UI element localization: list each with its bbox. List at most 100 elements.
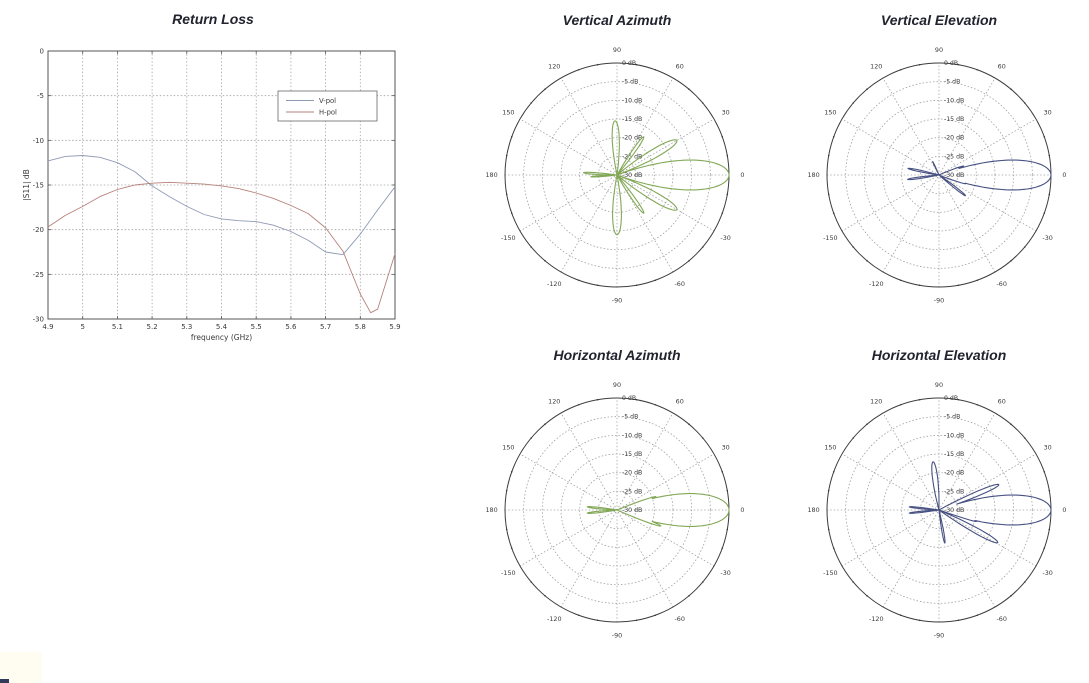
svg-text:-25 dB: -25 dB — [944, 488, 964, 495]
svg-text:-120: -120 — [869, 615, 884, 623]
svg-text:-120: -120 — [547, 615, 562, 623]
svg-text:0: 0 — [740, 506, 744, 514]
svg-text:-10 dB: -10 dB — [622, 97, 642, 104]
svg-text:30: 30 — [1044, 443, 1052, 451]
svg-text:120: 120 — [548, 63, 560, 71]
svg-text:180: 180 — [807, 506, 819, 514]
svg-text:-60: -60 — [996, 280, 1006, 288]
svg-text:-5 dB: -5 dB — [944, 414, 960, 421]
svg-text:-15 dB: -15 dB — [622, 116, 642, 123]
vertical-elevation-chart: Vertical Elevation 0 30 60 90 120 150 180 -150 -… — [794, 6, 1084, 336]
return-loss-plot: 4.9 5 5.1 5.2 5.3 5.4 5.5 5.6 5.7 5.8 5.9 0 -5 -10 -15… — [22, 48, 401, 343]
svg-text:|S11| dB: |S11| dB — [22, 169, 31, 201]
svg-text:-30: -30 — [720, 234, 730, 242]
svg-text:-90: -90 — [934, 297, 944, 305]
vertical-elevation-title: Vertical Elevation — [880, 12, 998, 28]
svg-text:0 dB: 0 dB — [944, 395, 958, 402]
svg-text:60: 60 — [998, 398, 1006, 406]
svg-text:0: 0 — [40, 48, 44, 56]
svg-text:frequency (GHz): frequency (GHz) — [191, 333, 252, 342]
svg-text:90: 90 — [613, 381, 621, 389]
vertical-azimuth-plot: 0 30 60 90 120 150 180 -150 -120 -90 -60 -30 0 dB -5 … — [485, 46, 744, 305]
svg-text:-25 dB: -25 dB — [622, 488, 642, 495]
svg-text:-90: -90 — [612, 297, 622, 305]
svg-text:30: 30 — [722, 108, 730, 116]
svg-text:150: 150 — [824, 443, 836, 451]
svg-text:0 dB: 0 dB — [622, 60, 636, 67]
svg-text:60: 60 — [998, 63, 1006, 71]
svg-text:-60: -60 — [674, 615, 684, 623]
svg-text:0: 0 — [1062, 171, 1066, 179]
vertical-azimuth-chart: Vertical Azimuth 0 30 60 90 120 150 180 -150 -12… — [472, 6, 762, 336]
corner-artifact — [0, 652, 42, 683]
svg-text:-10 dB: -10 dB — [622, 432, 642, 439]
svg-text:5.2: 5.2 — [147, 323, 158, 331]
svg-text:-5 dB: -5 dB — [944, 79, 960, 86]
svg-text:180: 180 — [807, 171, 819, 179]
svg-text:-30: -30 — [1042, 234, 1052, 242]
svg-text:5.6: 5.6 — [285, 323, 297, 331]
svg-text:5.1: 5.1 — [112, 323, 123, 331]
svg-text:60: 60 — [676, 63, 684, 71]
svg-text:-150: -150 — [501, 234, 516, 242]
svg-text:0 dB: 0 dB — [944, 60, 958, 67]
svg-text:-60: -60 — [996, 615, 1006, 623]
svg-text:180: 180 — [485, 506, 497, 514]
svg-text:90: 90 — [613, 46, 621, 54]
svg-text:-25: -25 — [33, 271, 44, 279]
horizontal-elevation-title: Horizontal Elevation — [871, 347, 1007, 363]
svg-text:-20: -20 — [33, 226, 44, 234]
svg-text:H-pol: H-pol — [319, 109, 337, 117]
svg-text:-30: -30 — [1042, 569, 1052, 577]
horizontal-elevation-chart: Horizontal Elevation 0 30 60 90 120 150 180 -15… — [794, 341, 1084, 671]
svg-text:5.3: 5.3 — [181, 323, 192, 331]
svg-text:0: 0 — [1062, 506, 1066, 514]
horizontal-azimuth-chart: Horizontal Azimuth 0 30 60 90 120 150 180 -150 -… — [472, 341, 762, 671]
svg-text:-150: -150 — [823, 569, 838, 577]
svg-text:-15: -15 — [33, 182, 44, 190]
svg-text:-5: -5 — [37, 92, 44, 100]
svg-text:90: 90 — [935, 381, 943, 389]
svg-text:4.9: 4.9 — [42, 323, 53, 331]
svg-text:-20 dB: -20 dB — [944, 470, 964, 477]
svg-text:-30 dB: -30 dB — [622, 507, 642, 514]
svg-text:-120: -120 — [547, 280, 562, 288]
svg-text:150: 150 — [824, 108, 836, 116]
svg-text:120: 120 — [870, 398, 882, 406]
svg-text:60: 60 — [676, 398, 684, 406]
return-loss-title: Return Loss — [172, 11, 254, 27]
svg-text:30: 30 — [1044, 108, 1052, 116]
svg-text:-10 dB: -10 dB — [944, 432, 964, 439]
svg-text:30: 30 — [722, 443, 730, 451]
svg-text:-5 dB: -5 dB — [622, 414, 638, 421]
svg-text:0: 0 — [740, 171, 744, 179]
svg-text:-10 dB: -10 dB — [944, 97, 964, 104]
svg-text:-15 dB: -15 dB — [622, 451, 642, 458]
return-loss-chart: Return Loss 4.9 5 5.1 5.2 5.3 5.4 5.5 5.6 5.7 5.8… — [18, 6, 408, 358]
svg-text:-20 dB: -20 dB — [622, 135, 642, 142]
svg-text:120: 120 — [870, 63, 882, 71]
svg-text:5.8: 5.8 — [355, 323, 366, 331]
svg-text:-90: -90 — [612, 632, 622, 640]
svg-text:-10: -10 — [33, 137, 44, 145]
svg-text:-120: -120 — [869, 280, 884, 288]
svg-text:-30: -30 — [33, 316, 44, 324]
svg-text:5.9: 5.9 — [389, 323, 400, 331]
svg-text:V-pol: V-pol — [319, 97, 336, 105]
horizontal-elevation-plot: 0 30 60 90 120 150 180 -150 -120 -90 -60 -30 0 dB -5 … — [807, 381, 1066, 640]
svg-text:-20 dB: -20 dB — [622, 470, 642, 477]
vertical-elevation-plot: 0 30 60 90 120 150 180 -150 -120 -90 -60 -30 0 dB -5 … — [807, 46, 1066, 305]
svg-text:-20 dB: -20 dB — [944, 135, 964, 142]
svg-text:-90: -90 — [934, 632, 944, 640]
svg-text:-15 dB: -15 dB — [944, 116, 964, 123]
svg-text:-15 dB: -15 dB — [944, 451, 964, 458]
svg-text:5: 5 — [80, 323, 84, 331]
svg-text:90: 90 — [935, 46, 943, 54]
svg-text:-30: -30 — [720, 569, 730, 577]
svg-text:-30 dB: -30 dB — [622, 172, 642, 179]
svg-text:120: 120 — [548, 398, 560, 406]
svg-text:-30 dB: -30 dB — [944, 172, 964, 179]
svg-text:-25 dB: -25 dB — [944, 153, 964, 160]
svg-text:5.5: 5.5 — [251, 323, 262, 331]
